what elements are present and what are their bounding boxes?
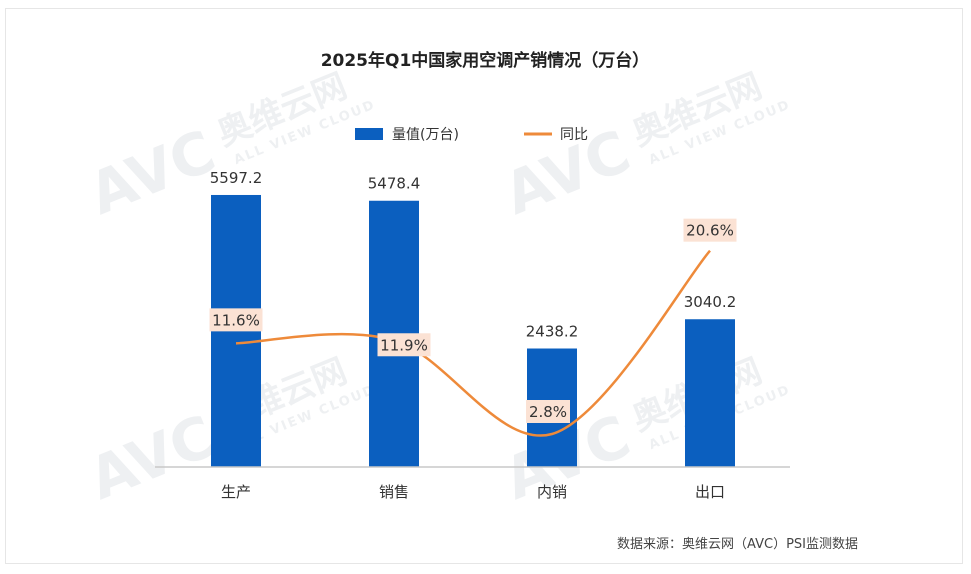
bar-value-labels: 5597.2 5478.4 2438.2 3040.2 [210, 169, 737, 341]
x-tick-label: 出口 [695, 483, 725, 501]
x-tick-label: 销售 [379, 483, 409, 501]
yoy-value-label: 11.9% [380, 336, 428, 354]
x-tick-label: 生产 [221, 483, 251, 501]
source-note: 数据来源：奥维云网（AVC）PSI监测数据 [617, 537, 858, 552]
legend: 量值(万台) 同比 [355, 127, 588, 143]
legend-line-label: 同比 [560, 127, 588, 143]
watermark-brand: AVC [80, 402, 225, 513]
yoy-label-bg [526, 400, 570, 423]
yoy-value-label: 20.6% [686, 222, 734, 240]
bar-value-label: 2438.2 [526, 323, 579, 341]
chart-frame [5, 8, 963, 564]
watermark-brand: AVC [80, 117, 225, 228]
bar-value-label: 5597.2 [210, 169, 263, 187]
yoy-value-label: 11.6% [212, 311, 260, 329]
yoy-value-labels: 11.6% 11.9% 2.8% 20.6% [209, 218, 737, 423]
bar-value-label: 5478.4 [368, 175, 421, 193]
yoy-line [235, 249, 711, 437]
legend-bar-label: 量值(万台) [392, 127, 459, 143]
chart-title: 2025年Q1中国家用空调产销情况（万台） [321, 50, 650, 71]
x-tick-label: 内销 [537, 483, 567, 501]
x-axis-tick-labels: 生产 销售 内销 出口 [221, 483, 725, 501]
bar-value-label: 3040.2 [684, 293, 737, 311]
yoy-label-bg [209, 308, 263, 332]
yoy-value-label: 2.8% [529, 403, 567, 421]
yoy-label-bg [377, 333, 431, 357]
yoy-label-bg [683, 218, 737, 242]
legend-bar-swatch [355, 128, 383, 140]
bar [685, 319, 735, 467]
